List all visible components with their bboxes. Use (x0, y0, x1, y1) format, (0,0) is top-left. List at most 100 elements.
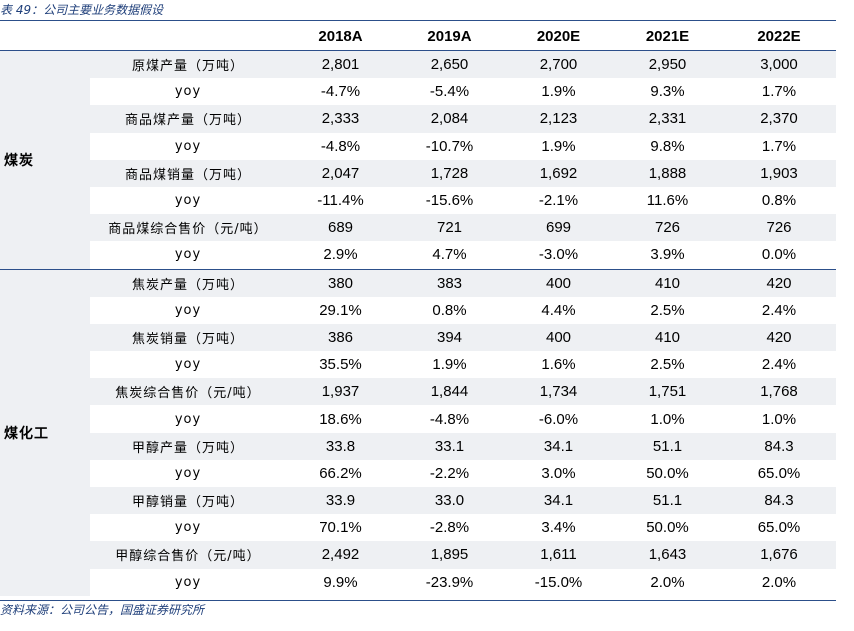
group-label: 煤化工 (0, 268, 90, 596)
row-label: 焦炭产量（万吨） (90, 268, 286, 297)
value-cell: 4.4% (541, 301, 576, 319)
row-label: yoy (174, 193, 202, 209)
value-cell: 420 (722, 268, 836, 297)
value-cell: 2,650 (395, 50, 504, 79)
value-cell: 2.4% (761, 356, 797, 374)
value-cell: 0.0% (761, 246, 797, 264)
table-row: yoy 70.1% -2.8% 3.4% 50.0% 65.0% (0, 514, 836, 541)
value-cell: 4.7% (432, 246, 467, 264)
value-cell: 1,895 (395, 541, 504, 569)
value-cell: -2.2% (429, 464, 470, 482)
value-cell: 1,844 (395, 378, 504, 406)
value-cell: 0.8% (761, 192, 797, 210)
column-header: 2019A (427, 27, 472, 45)
value-cell: 9.3% (650, 83, 685, 101)
table-row: 焦炭销量（万吨） 386 394 400 410 420 (0, 323, 836, 352)
value-cell: 689 (286, 214, 395, 242)
value-cell: 721 (395, 214, 504, 242)
table-row: yoy -4.8% -10.7% 1.9% 9.8% 1.7% (0, 133, 836, 160)
value-cell: 1.9% (541, 137, 576, 155)
value-cell: 1.9% (541, 83, 576, 101)
value-cell: -2.8% (429, 519, 470, 537)
value-cell: 2.5% (650, 301, 685, 319)
table-row: yoy 66.2% -2.2% 3.0% 50.0% 65.0% (0, 460, 836, 487)
value-cell: 9.9% (323, 573, 358, 591)
value-cell: 1.0% (761, 410, 797, 428)
table-row: 商品煤产量（万吨） 2,333 2,084 2,123 2,331 2,370 (0, 105, 836, 133)
value-cell: 33.1 (395, 432, 504, 460)
table-row: 商品煤销量（万吨） 2,047 1,728 1,692 1,888 1,903 (0, 159, 836, 187)
value-cell: 410 (613, 268, 722, 297)
row-label: 商品煤销量（万吨） (90, 159, 286, 187)
header-row: 2018A 2019A 2020E 2021E 2022E (0, 22, 836, 51)
row-label: yoy (174, 247, 202, 263)
value-cell: 11.6% (646, 192, 689, 210)
value-cell: 0.8% (432, 301, 467, 319)
value-cell: 1,676 (722, 541, 836, 569)
table-row: yoy 2.9% 4.7% -3.0% 3.9% 0.0% (0, 241, 836, 269)
value-cell: 400 (504, 268, 613, 297)
value-cell: 1,768 (722, 378, 836, 406)
value-cell: 2,950 (613, 50, 722, 79)
value-cell: 1,643 (613, 541, 722, 569)
value-cell: -3.0% (538, 246, 579, 264)
value-cell: 1.7% (761, 83, 797, 101)
table-body: 煤炭 原煤产量（万吨） 2,801 2,650 2,700 2,950 3,000 yoy -4… (0, 50, 836, 596)
value-cell: 2.0% (761, 573, 797, 591)
value-cell: 50.0% (646, 519, 689, 537)
value-cell: 2.9% (323, 246, 358, 264)
value-cell: -15.6% (425, 192, 474, 210)
value-cell: 3.0% (541, 464, 576, 482)
value-cell: 2,492 (286, 541, 395, 569)
value-cell: 2,333 (286, 105, 395, 133)
value-cell: 1,937 (286, 378, 395, 406)
row-label: 甲醇综合售价（元/吨） (90, 541, 286, 569)
value-cell: -11.4% (317, 192, 364, 210)
value-cell: 3.9% (650, 246, 685, 264)
row-label: yoy (174, 302, 202, 318)
value-cell: 3.4% (541, 519, 576, 537)
value-cell: 2,700 (504, 50, 613, 79)
value-cell: 2,084 (395, 105, 504, 133)
value-cell: 35.5% (319, 356, 362, 374)
value-cell: 2,370 (722, 105, 836, 133)
value-cell: 2.5% (650, 356, 685, 374)
value-cell: 383 (395, 268, 504, 297)
row-label: 焦炭综合售价（元/吨） (90, 378, 286, 406)
group-label: 煤炭 (0, 50, 90, 269)
value-cell: 1.7% (761, 137, 797, 155)
bottom-rule (0, 600, 836, 601)
value-cell: -4.7% (320, 83, 361, 101)
value-cell: 2,047 (286, 159, 395, 187)
value-cell: 1,611 (504, 541, 613, 569)
business-assumptions-table: 2018A 2019A 2020E 2021E 2022E 煤炭 原煤产量（万吨）… (0, 22, 836, 596)
table-row: yoy 9.9% -23.9% -15.0% 2.0% 2.0% (0, 569, 836, 596)
value-cell: 84.3 (722, 487, 836, 515)
source-note: 资料来源：公司公告，国盛证券研究所 (0, 603, 205, 617)
value-cell: 33.9 (286, 487, 395, 515)
top-rule (0, 20, 836, 21)
value-cell: 33.0 (395, 487, 504, 515)
table-row: 商品煤综合售价（元/吨） 689 721 699 726 726 (0, 214, 836, 242)
value-cell: 726 (722, 214, 836, 242)
value-cell: 51.1 (613, 432, 722, 460)
value-cell: 2,801 (286, 50, 395, 79)
row-label: yoy (174, 357, 202, 373)
value-cell: 29.1% (319, 301, 362, 319)
value-cell: 420 (722, 323, 836, 352)
value-cell: 51.1 (613, 487, 722, 515)
value-cell: 84.3 (722, 432, 836, 460)
column-header: 2021E (645, 27, 690, 45)
value-cell: 18.6% (319, 410, 362, 428)
value-cell: 70.1% (319, 519, 362, 537)
table-row: 煤炭 原煤产量（万吨） 2,801 2,650 2,700 2,950 3,000 (0, 50, 836, 269)
value-cell: 1,734 (504, 378, 613, 406)
value-cell: 9.8% (650, 137, 685, 155)
value-cell: 66.2% (319, 464, 362, 482)
table-row: 煤化工 焦炭产量（万吨） 380 383 400 410 420 (0, 268, 836, 596)
value-cell: 34.1 (504, 487, 613, 515)
value-cell: 2.0% (650, 573, 685, 591)
value-cell: 3,000 (722, 50, 836, 79)
value-cell: 2.4% (761, 301, 797, 319)
value-cell: 410 (613, 323, 722, 352)
